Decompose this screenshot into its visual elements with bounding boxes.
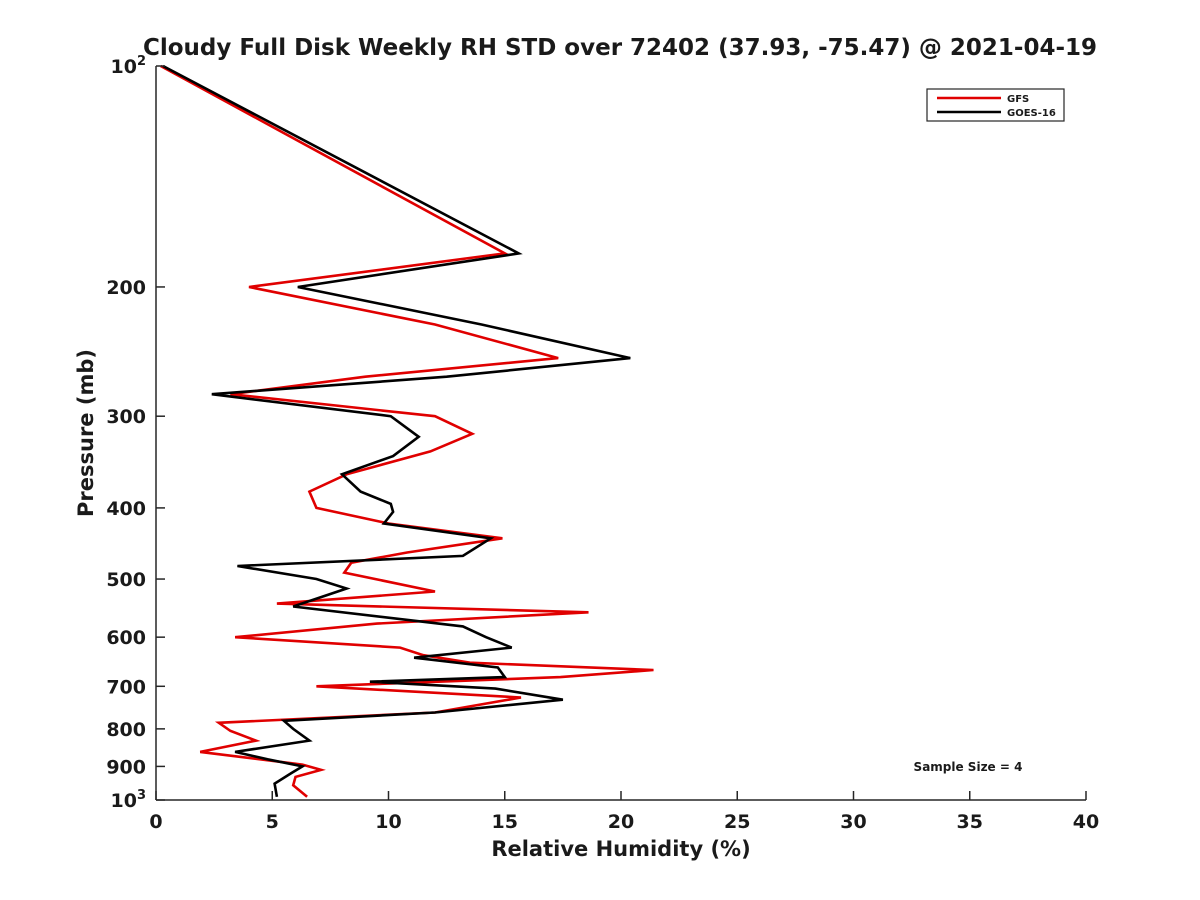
y-tick-label-base: 300 — [106, 406, 146, 428]
legend: GFS GOES-16 — [926, 88, 1065, 122]
chart-title: Cloudy Full Disk Weekly RH STD over 7240… — [143, 35, 1097, 61]
x-tick-label: 35 — [957, 811, 983, 833]
series-lines — [160, 64, 654, 798]
plot-background — [156, 66, 1086, 800]
sample-size-annotation: Sample Size = 4 — [914, 760, 1023, 774]
x-tick-label: 15 — [492, 811, 518, 833]
y-tick-label: 102 — [111, 54, 147, 78]
series-goes-16 — [162, 64, 631, 798]
y-tick-label: 700 — [106, 676, 146, 698]
y-tick-label: 400 — [106, 498, 146, 520]
y-tick-label-base: 700 — [106, 676, 146, 698]
y-axis-label: Pressure (mb) — [74, 349, 98, 517]
x-tick-label: 25 — [724, 811, 750, 833]
y-tick-label: 900 — [106, 756, 146, 778]
y-tick-label-exponent: 2 — [137, 54, 146, 69]
y-tick-label: 500 — [106, 569, 146, 591]
y-tick-label-base: 900 — [106, 756, 146, 778]
y-tick-label: 300 — [106, 406, 146, 428]
x-tick-label: 0 — [149, 811, 162, 833]
series-line — [160, 64, 654, 798]
y-tick-label-base: 400 — [106, 498, 146, 520]
y-tick-label-base: 200 — [106, 277, 146, 299]
y-tick-label-base: 500 — [106, 569, 146, 591]
y-tick-label: 600 — [106, 627, 146, 649]
x-tick-label: 30 — [840, 811, 866, 833]
y-tick-label: 103 — [111, 788, 147, 812]
y-tick-label-base: 10 — [111, 56, 137, 78]
y-tick-label-base: 10 — [111, 790, 137, 812]
y-tick-label: 800 — [106, 719, 146, 741]
legend-label: GFS — [1007, 94, 1029, 105]
x-axis-ticks: 0 5 10 15 20 25 30 35 40 — [149, 791, 1099, 833]
legend-box — [926, 88, 1065, 122]
x-tick-label: 40 — [1073, 811, 1099, 833]
y-tick-label-exponent: 3 — [137, 788, 146, 803]
plot-area: 0 5 10 15 20 25 30 35 40 10220030040050060070080… — [106, 54, 1099, 833]
series-line — [162, 64, 631, 798]
y-tick-label: 200 — [106, 277, 146, 299]
x-tick-label: 5 — [266, 811, 279, 833]
x-tick-label: 20 — [608, 811, 634, 833]
legend-label: GOES-16 — [1007, 108, 1056, 119]
y-tick-label-base: 800 — [106, 719, 146, 741]
x-axis-label: Relative Humidity (%) — [491, 837, 750, 861]
x-tick-label: 10 — [375, 811, 401, 833]
y-tick-label-base: 600 — [106, 627, 146, 649]
